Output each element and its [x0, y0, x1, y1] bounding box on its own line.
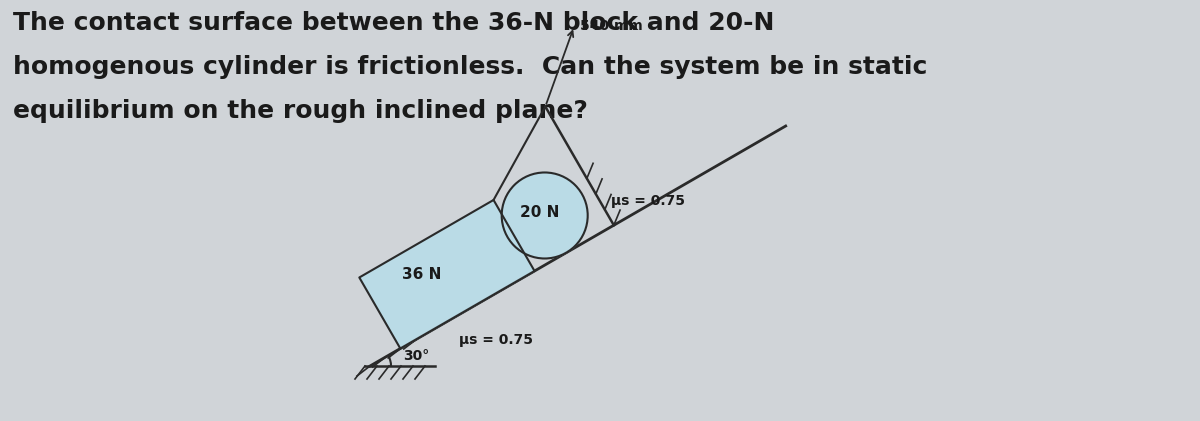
- Text: μs = 0.75: μs = 0.75: [611, 195, 685, 208]
- Circle shape: [502, 173, 588, 258]
- Text: 20 N: 20 N: [520, 205, 559, 220]
- Text: The contact surface between the 36-N block and 20-N: The contact surface between the 36-N blo…: [13, 11, 774, 35]
- Text: homogenous cylinder is frictionless.  Can the system be in static: homogenous cylinder is frictionless. Can…: [13, 55, 928, 79]
- Text: equilibrium on the rough inclined plane?: equilibrium on the rough inclined plane?: [13, 99, 588, 123]
- Text: 30°: 30°: [403, 349, 430, 363]
- Polygon shape: [359, 200, 534, 349]
- Text: 540 mm: 540 mm: [580, 19, 643, 33]
- Text: μs = 0.75: μs = 0.75: [458, 333, 533, 347]
- Text: 36 N: 36 N: [402, 267, 442, 282]
